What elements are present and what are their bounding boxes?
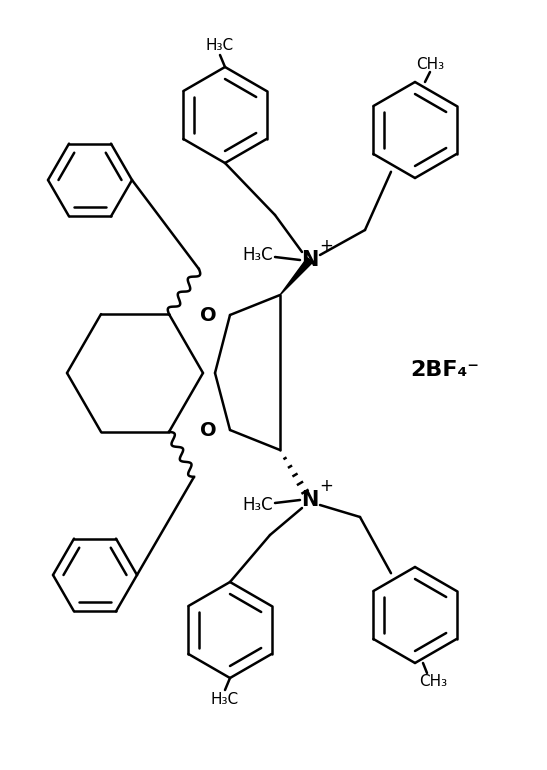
Text: O: O bbox=[200, 306, 216, 324]
Text: H₃C: H₃C bbox=[211, 692, 239, 708]
Text: H₃C: H₃C bbox=[243, 246, 274, 264]
Text: +: + bbox=[319, 477, 333, 495]
Text: N: N bbox=[301, 490, 319, 510]
Text: O: O bbox=[200, 420, 216, 440]
Text: N: N bbox=[301, 250, 319, 270]
Text: H₃C: H₃C bbox=[243, 496, 274, 514]
Text: +: + bbox=[319, 237, 333, 255]
Text: H₃C: H₃C bbox=[206, 38, 234, 52]
Text: CH₃: CH₃ bbox=[419, 674, 447, 688]
Text: 2BF₄⁻: 2BF₄⁻ bbox=[410, 360, 480, 380]
Polygon shape bbox=[280, 258, 313, 295]
Text: CH₃: CH₃ bbox=[416, 56, 444, 72]
